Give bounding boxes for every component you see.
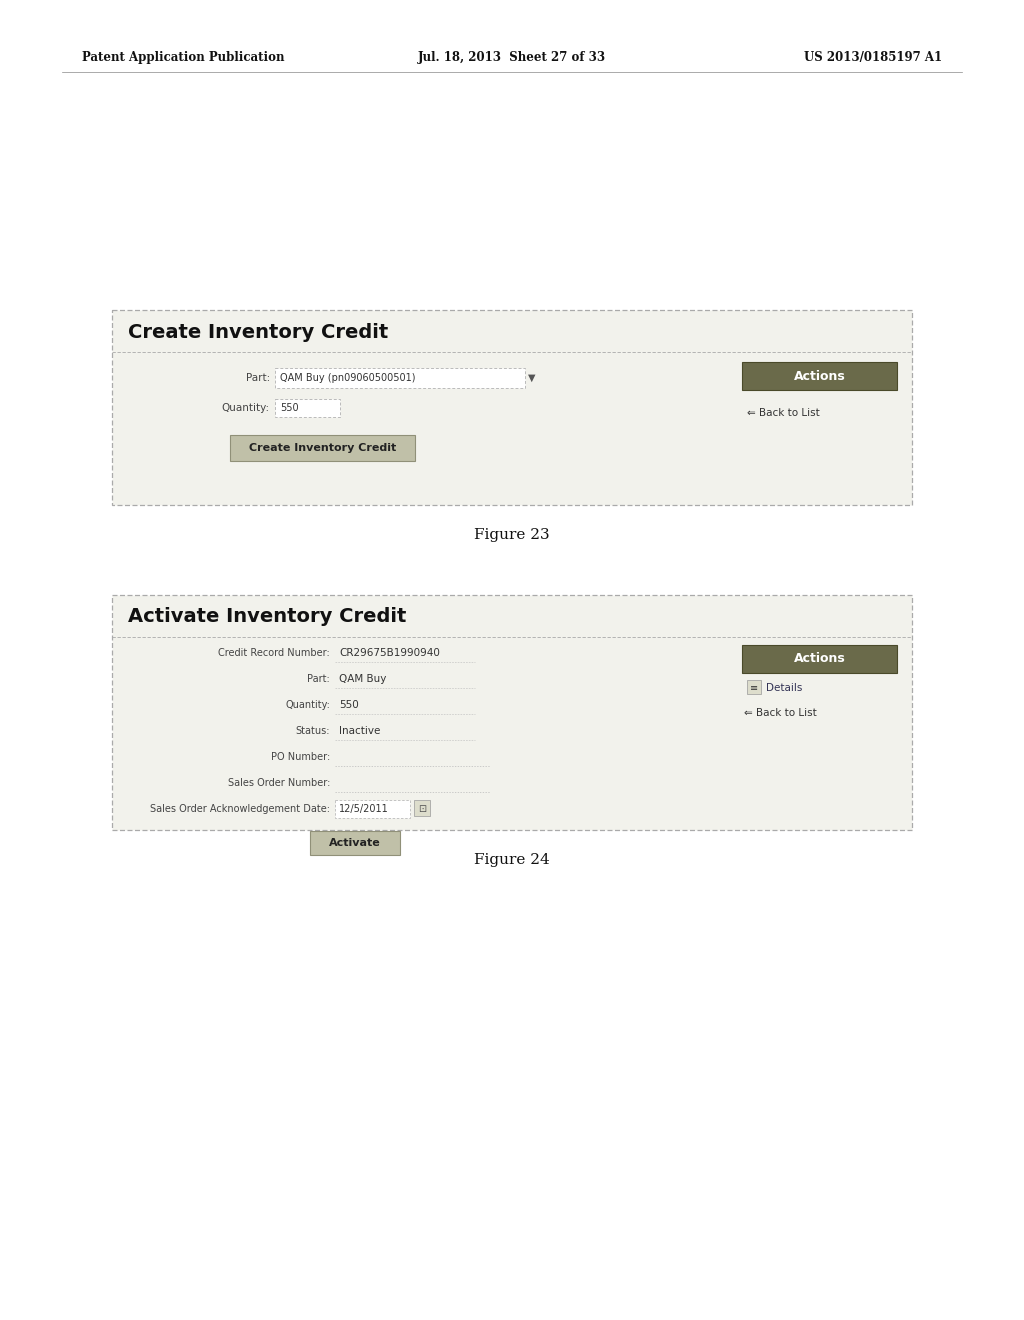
Text: 550: 550 bbox=[280, 403, 299, 413]
Text: ▼: ▼ bbox=[528, 374, 536, 383]
Text: US 2013/0185197 A1: US 2013/0185197 A1 bbox=[804, 51, 942, 65]
Text: Actions: Actions bbox=[794, 370, 846, 383]
Text: 550: 550 bbox=[339, 700, 358, 710]
Bar bbox=[275, 368, 525, 388]
Text: Create Inventory Credit: Create Inventory Credit bbox=[249, 444, 396, 453]
Bar bbox=[310, 832, 400, 855]
Text: Create Inventory Credit: Create Inventory Credit bbox=[128, 322, 388, 342]
Text: Inactive: Inactive bbox=[339, 726, 380, 737]
Text: Sales Order Acknowledgement Date:: Sales Order Acknowledgement Date: bbox=[150, 804, 330, 814]
Text: Details: Details bbox=[766, 682, 803, 693]
Bar bbox=[112, 595, 912, 830]
Bar bbox=[275, 399, 340, 417]
Text: Sales Order Number:: Sales Order Number: bbox=[227, 777, 330, 788]
Text: Activate: Activate bbox=[329, 838, 381, 847]
Text: QAM Buy (pn09060500501): QAM Buy (pn09060500501) bbox=[280, 374, 416, 383]
Bar bbox=[112, 310, 912, 506]
Bar bbox=[742, 362, 897, 389]
Text: QAM Buy: QAM Buy bbox=[339, 675, 386, 684]
Text: Quantity:: Quantity: bbox=[285, 700, 330, 710]
Text: ⊡: ⊡ bbox=[418, 804, 426, 814]
Text: Status:: Status: bbox=[296, 726, 330, 737]
Text: Figure 24: Figure 24 bbox=[474, 853, 550, 867]
Text: Patent Application Publication: Patent Application Publication bbox=[82, 51, 285, 65]
Bar bbox=[742, 645, 897, 673]
Text: Jul. 18, 2013  Sheet 27 of 33: Jul. 18, 2013 Sheet 27 of 33 bbox=[418, 51, 606, 65]
Bar bbox=[414, 800, 430, 816]
Text: ⇐ Back to List: ⇐ Back to List bbox=[746, 408, 820, 418]
Text: Figure 23: Figure 23 bbox=[474, 528, 550, 543]
Text: Activate Inventory Credit: Activate Inventory Credit bbox=[128, 607, 407, 627]
Text: CR29675B1990940: CR29675B1990940 bbox=[339, 648, 440, 657]
Text: Actions: Actions bbox=[794, 652, 846, 665]
Text: PO Number:: PO Number: bbox=[270, 752, 330, 762]
Bar bbox=[335, 800, 410, 818]
Bar bbox=[230, 436, 415, 461]
Text: 12/5/2011: 12/5/2011 bbox=[339, 804, 389, 814]
Text: Credit Record Number:: Credit Record Number: bbox=[218, 648, 330, 657]
Text: ≡: ≡ bbox=[750, 682, 758, 693]
Bar bbox=[746, 680, 761, 694]
Text: Part:: Part: bbox=[246, 374, 270, 383]
Text: ⇐ Back to List: ⇐ Back to List bbox=[744, 708, 817, 718]
Text: Quantity:: Quantity: bbox=[222, 403, 270, 413]
Text: Part:: Part: bbox=[307, 675, 330, 684]
